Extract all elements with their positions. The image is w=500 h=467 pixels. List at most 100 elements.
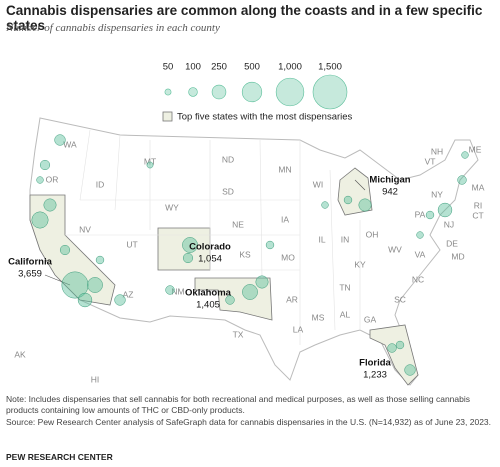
state-abbr: TN: [339, 282, 350, 292]
state-abbr: MN: [278, 164, 291, 174]
border: [65, 129, 361, 345]
legend-size-label: 1,500: [318, 62, 342, 73]
state-abbr: TX: [233, 329, 244, 339]
county-bubble: [461, 151, 469, 159]
state-borders: [65, 129, 361, 345]
county-bubble: [146, 161, 154, 169]
county-bubble: [242, 284, 258, 300]
county-bubble: [395, 340, 405, 350]
state-abbr: ME: [469, 144, 482, 154]
county-bubble: [95, 255, 105, 265]
state-abbr: UT: [126, 239, 137, 249]
state-abbr: AK: [14, 349, 26, 359]
state-abbr: GA: [364, 314, 377, 324]
state-abbr: MT: [144, 156, 156, 166]
state-name: Colorado: [189, 242, 231, 253]
state-abbr: CT: [472, 210, 483, 220]
florida-shape: [369, 324, 419, 386]
state-count: 942: [382, 187, 398, 198]
legend-bubble: [211, 84, 227, 100]
county-bubble: [387, 343, 397, 353]
state-abbr: ND: [222, 154, 234, 164]
state-name: Florida: [359, 358, 391, 369]
state-abbr: NY: [431, 189, 443, 199]
county-bubble: [54, 134, 66, 146]
state-abbr: MA: [472, 182, 485, 192]
state-abbr: HI: [91, 374, 100, 384]
leader-line: [44, 274, 71, 286]
state-abbr: WV: [388, 244, 402, 254]
county-bubble: [321, 201, 329, 209]
state-abbr: SC: [394, 294, 406, 304]
county-bubble: [416, 231, 424, 239]
us-outline: [29, 117, 479, 386]
michigan-shape: [337, 167, 373, 216]
leader-line: [354, 179, 366, 191]
county-bubble: [165, 285, 175, 295]
legend-bubble: [241, 81, 263, 103]
state-abbr: NH: [431, 146, 443, 156]
state-abbr: NE: [232, 219, 244, 229]
legend-swatch: [162, 111, 173, 122]
state-name: Michigan: [369, 175, 410, 186]
legend-bubble: [164, 88, 172, 96]
county-bubble: [437, 202, 453, 218]
legend-size-label: 50: [163, 62, 174, 73]
state-abbr: IL: [318, 234, 325, 244]
county-bubble: [225, 295, 235, 305]
oklahoma-shape: [194, 277, 273, 321]
brand: PEW RESEARCH CENTER: [6, 452, 113, 462]
state-abbr: MS: [312, 312, 325, 322]
state-abbr: KY: [354, 259, 366, 269]
state-abbr: RI: [474, 200, 483, 210]
state-abbr: VA: [415, 249, 426, 259]
state-abbr: WY: [165, 202, 179, 212]
state-abbr: MD: [451, 251, 464, 261]
state-abbr: NM: [171, 286, 184, 296]
note: Note: Includes dispensaries that sell ca…: [6, 394, 470, 415]
county-bubble: [114, 294, 126, 306]
callout-lines: [44, 179, 366, 286]
map: Top five states with the most dispensari…: [8, 62, 485, 386]
county-bubble: [43, 198, 57, 212]
state-name: California: [8, 257, 53, 268]
state-abbr: OH: [366, 229, 379, 239]
legend-bubble: [312, 74, 348, 110]
state-count: 1,405: [196, 300, 220, 311]
source: Source: Pew Research Center analysis of …: [6, 417, 492, 427]
state-abbr: MO: [281, 252, 295, 262]
county-bubble: [36, 176, 44, 184]
state-count: 1,233: [363, 370, 387, 381]
county-bubble: [404, 364, 416, 376]
state-abbr: WI: [313, 179, 323, 189]
state-abbr: AR: [286, 294, 298, 304]
county-bubble: [343, 195, 353, 205]
state-abbr: AZ: [123, 289, 134, 299]
county-bubble: [358, 198, 372, 212]
legend-size-label: 250: [211, 62, 227, 73]
county-bubble: [425, 210, 435, 220]
county-bubble: [59, 244, 71, 256]
state-abbr: NC: [412, 274, 424, 284]
county-bubble: [31, 211, 49, 229]
county-bubble: [61, 271, 89, 299]
county-bubble: [182, 252, 194, 264]
state-abbr: VT: [425, 156, 436, 166]
legend-size-label: 100: [185, 62, 201, 73]
state-abbr: AL: [340, 309, 351, 319]
county-bubble: [77, 292, 93, 308]
state-abbr: NV: [79, 224, 91, 234]
county-bubble: [182, 237, 198, 253]
state-abbr: IA: [281, 214, 289, 224]
state-abbr: LA: [293, 324, 304, 334]
state-abbr: DE: [446, 238, 458, 248]
county-bubble: [457, 175, 467, 185]
legend-bubble: [188, 87, 198, 97]
county-bubble: [255, 275, 269, 289]
legend-size-label: 500: [244, 62, 260, 73]
state-count: 3,659: [18, 269, 42, 280]
county-bubble: [265, 240, 275, 250]
legend-highlight: Top five states with the most dispensari…: [177, 112, 353, 123]
legend-size-label: 1,000: [278, 62, 302, 73]
